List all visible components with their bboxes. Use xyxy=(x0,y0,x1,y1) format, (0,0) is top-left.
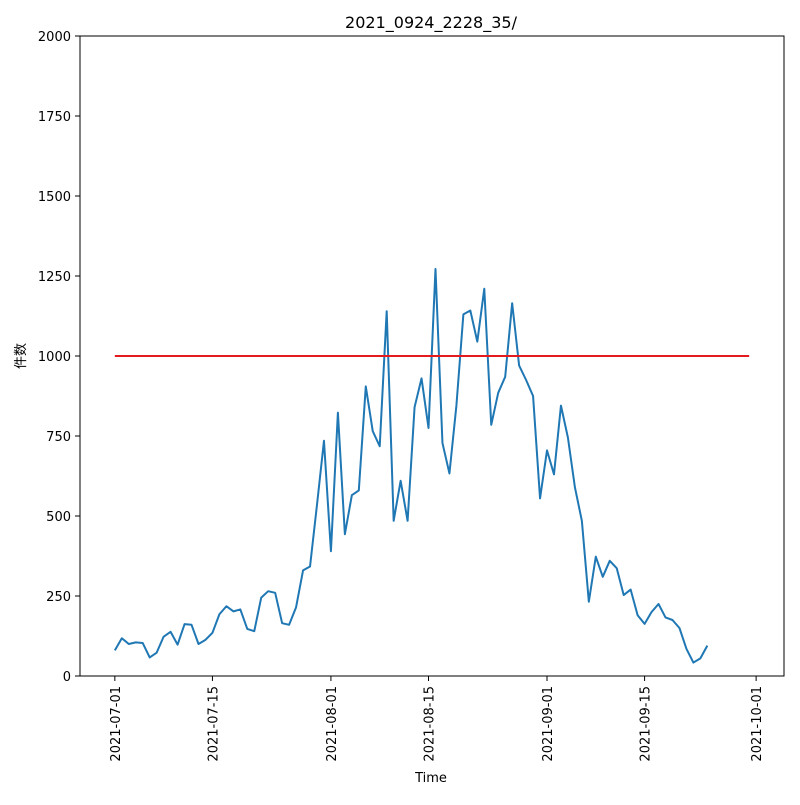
x-tick-label: 2021-08-01 xyxy=(325,686,340,762)
x-tick-label: 2021-07-01 xyxy=(109,686,124,762)
chart-title: 2021_0924_2228_35/ xyxy=(345,13,518,33)
y-tick-label: 250 xyxy=(46,590,71,605)
x-tick-label: 2021-09-01 xyxy=(541,686,556,762)
y-tick-label: 1000 xyxy=(38,350,71,365)
y-tick-label: 0 xyxy=(63,670,71,685)
series-line-0 xyxy=(113,267,709,664)
y-tick-label: 500 xyxy=(46,510,71,525)
x-tick-label: 2021-09-15 xyxy=(639,686,654,762)
y-tick-label: 1500 xyxy=(38,190,71,205)
y-axis-title: 件数 xyxy=(14,343,29,369)
plot-area: 0 250 500 750 1000 1250 1500 1750 2000 2021-07-01… xyxy=(38,30,785,762)
y-tick-label: 1250 xyxy=(38,270,71,285)
x-tick-label: 2021-07-15 xyxy=(206,686,221,762)
x-tick-label: 2021-10-01 xyxy=(750,686,765,762)
y-tick-label: 750 xyxy=(46,430,71,445)
y-tick-label: 1750 xyxy=(38,110,71,125)
x-tick-label: 2021-08-15 xyxy=(423,686,438,762)
y-tick-label: 2000 xyxy=(38,30,71,45)
x-axis-title: Time xyxy=(414,771,447,786)
